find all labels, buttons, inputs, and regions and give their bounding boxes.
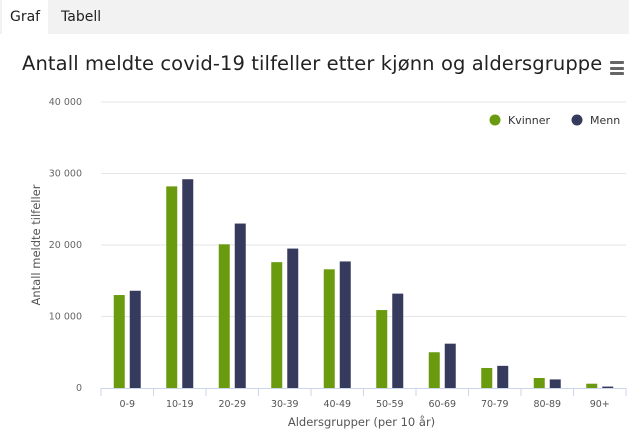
bar-kvinner-70-79	[481, 367, 493, 388]
legend-marker-menn	[571, 114, 583, 126]
bar-menn-70-79	[497, 365, 509, 388]
x-tick-label: 0-9	[119, 399, 135, 410]
bar-menn-0-9	[129, 290, 141, 388]
x-tick-label: 50-59	[376, 399, 404, 410]
x-tick-label: 80-89	[533, 399, 561, 410]
x-tick-label: 70-79	[481, 399, 509, 410]
bar-kvinner-40-49	[323, 269, 335, 388]
x-tick-label: 20-29	[218, 399, 246, 410]
x-tick-label: 90+	[590, 399, 610, 410]
bar-menn-10-19	[182, 179, 194, 388]
bar-menn-20-29	[234, 223, 246, 388]
x-tick-label: 10-19	[166, 399, 194, 410]
menu-line	[610, 66, 624, 70]
bar-kvinner-20-29	[218, 244, 230, 388]
y-tick-label: 40 000	[49, 97, 82, 108]
legend-label-kvinner: Kvinner	[508, 114, 550, 127]
x-tick-label: 30-39	[271, 399, 299, 410]
bar-kvinner-30-39	[271, 262, 283, 388]
bar-menn-80-89	[549, 379, 561, 388]
tab-bar: Graf Tabell	[0, 0, 629, 34]
y-tick-label: 20 000	[49, 240, 82, 251]
bar-kvinner-0-9	[113, 295, 125, 388]
bar-kvinner-60-69	[428, 352, 440, 388]
legend-label-menn: Menn	[590, 114, 620, 127]
y-axis-title: Antall meldte tilfeller	[29, 184, 43, 305]
hamburger-menu-icon[interactable]	[608, 60, 626, 76]
bar-menn-60-69	[444, 343, 456, 388]
bar-kvinner-80-89	[533, 377, 545, 388]
bar-kvinner-90+	[586, 383, 598, 388]
bar-menn-30-39	[287, 248, 299, 388]
x-tick-label: 60-69	[428, 399, 456, 410]
y-tick-label: 30 000	[49, 169, 82, 180]
bar-menn-90+	[602, 386, 614, 388]
chart-title: Antall meldte covid-19 tilfeller etter k…	[22, 52, 603, 75]
tab-tabell[interactable]: Tabell	[61, 9, 102, 25]
x-tick-label: 40-49	[323, 399, 351, 410]
y-tick-label: 0	[76, 383, 82, 394]
y-tick-label: 10 000	[49, 312, 82, 323]
legend-marker-kvinner	[489, 114, 501, 126]
bar-kvinner-50-59	[376, 310, 388, 388]
bar-menn-50-59	[392, 293, 404, 388]
menu-line	[610, 72, 624, 75]
tab-graf[interactable]: Graf	[2, 0, 49, 34]
menu-line	[610, 61, 624, 64]
bar-menn-40-49	[339, 261, 351, 388]
x-axis-title: Aldersgrupper (per 10 år)	[288, 415, 435, 429]
bar-kvinner-10-19	[166, 186, 178, 388]
